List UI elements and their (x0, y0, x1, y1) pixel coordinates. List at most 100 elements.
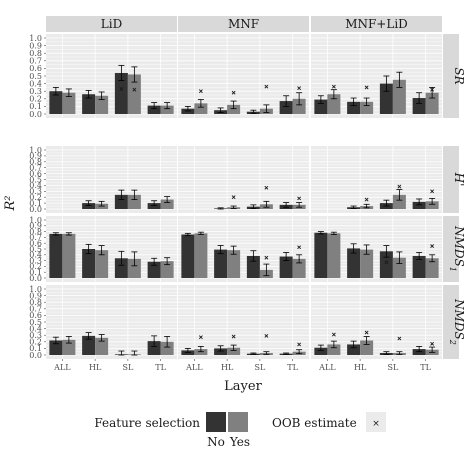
legend: Feature selection No Yes OOB estimate × (94, 412, 386, 449)
bar-yes (127, 194, 141, 209)
bar-no (82, 249, 96, 278)
bar-no (314, 347, 328, 355)
oob-marker (430, 244, 435, 249)
bar-no (82, 94, 96, 114)
bar-no (49, 340, 63, 355)
bar-yes (95, 337, 109, 355)
bar-no (82, 203, 96, 209)
bar-yes (160, 105, 174, 114)
y-tick-label: 0.5 (29, 318, 42, 327)
row-strip (443, 285, 459, 359)
x-tick-label: HL (89, 363, 102, 372)
oob-marker (231, 334, 236, 339)
x-tick-label: SL (254, 363, 265, 372)
row-strip (443, 34, 459, 118)
bar-yes (360, 249, 374, 278)
bar-yes (392, 194, 406, 209)
row-strip-label: H' (452, 172, 466, 187)
bar-yes (227, 104, 241, 114)
bar-no (147, 105, 161, 114)
oob-marker (297, 196, 302, 201)
bar-yes (392, 257, 406, 278)
y-tick-label: 1.0 (29, 216, 42, 225)
oob-marker (397, 184, 402, 189)
oob-marker (397, 336, 402, 341)
row-strip-label: NMDS2 (449, 298, 467, 345)
bar-yes (194, 233, 208, 278)
bar-yes (360, 340, 374, 355)
y-tick-label: 0.6 (29, 239, 42, 248)
bar-yes (62, 339, 76, 355)
y-tick-label: 0.2 (29, 338, 42, 347)
bar-yes (160, 199, 174, 209)
bar-no (214, 348, 228, 355)
oob-marker (364, 330, 369, 335)
y-tick-label: 0.7 (29, 233, 42, 242)
y-tick-label: 1.0 (29, 285, 42, 294)
y-tick-label: 0.0 (29, 205, 42, 214)
x-tick-label: TL (287, 363, 298, 372)
y-tick-label: 0.0 (29, 110, 42, 119)
x-tick-label: ALL (185, 363, 203, 372)
y-tick-label: 0.6 (29, 64, 42, 73)
bar-no (49, 91, 63, 114)
y-tick-label: 0.8 (29, 49, 42, 58)
row-strip (443, 146, 459, 213)
x-tick-label: TL (155, 363, 166, 372)
y-tick-label: 0.7 (29, 164, 42, 173)
y-tick-label: 0.9 (29, 152, 42, 161)
oob-marker (297, 245, 302, 250)
bar-no (379, 251, 393, 278)
bar-yes (425, 258, 439, 278)
legend-feature-title: Feature selection (94, 416, 200, 430)
oob-marker (331, 332, 336, 337)
y-tick-label: 1.0 (29, 34, 42, 43)
bar-no (49, 233, 63, 278)
bar-no (181, 234, 195, 278)
x-tick-label: ALL (318, 363, 336, 372)
column-strip (46, 16, 177, 32)
y-tick-label: 0.2 (29, 193, 42, 202)
y-tick-label: 0.0 (29, 274, 42, 283)
column-strip-label: MNF (228, 17, 259, 31)
oob-marker (231, 90, 236, 95)
bar-yes (327, 344, 341, 355)
oob-marker (430, 189, 435, 194)
y-tick-label: 0.2 (29, 95, 42, 104)
bar-yes (62, 233, 76, 278)
bar-yes (292, 258, 306, 278)
bar-yes (127, 258, 141, 278)
legend-yes-label: Yes (229, 435, 250, 449)
bar-no (114, 258, 128, 278)
bar-yes (227, 347, 241, 355)
x-tick-label: ALL (53, 363, 71, 372)
oob-marker (384, 260, 389, 265)
bar-yes (327, 94, 341, 114)
oob-marker (430, 87, 435, 92)
bar-yes (392, 79, 406, 114)
bar-yes (227, 250, 241, 278)
bar-no (246, 255, 260, 278)
axes-layer: 0.00.10.20.30.40.50.60.70.80.91.00.00.10… (29, 34, 431, 372)
x-tick-label: SL (122, 363, 133, 372)
column-strip-label: MNF+LiD (345, 17, 408, 31)
bar-yes (425, 201, 439, 209)
bar-no (279, 256, 293, 278)
legend-oob-title: OOB estimate (272, 416, 357, 430)
bar-no (147, 341, 161, 355)
oob-marker (231, 195, 236, 200)
y-tick-label: 0.8 (29, 227, 42, 236)
y-tick-label: 0.9 (29, 222, 42, 231)
x-tick-label: HL (354, 363, 367, 372)
oob-marker (297, 86, 302, 91)
row-strip-subscript: 1 (449, 267, 458, 272)
oob-marker (132, 87, 137, 92)
y-tick-label: 0.5 (29, 72, 42, 81)
row-strip (443, 216, 459, 282)
column-strip-label: LiD (101, 17, 122, 31)
y-tick-label: 0.6 (29, 169, 42, 178)
bar-no (214, 249, 228, 278)
bar-yes (425, 92, 439, 114)
bar-yes (95, 95, 109, 114)
